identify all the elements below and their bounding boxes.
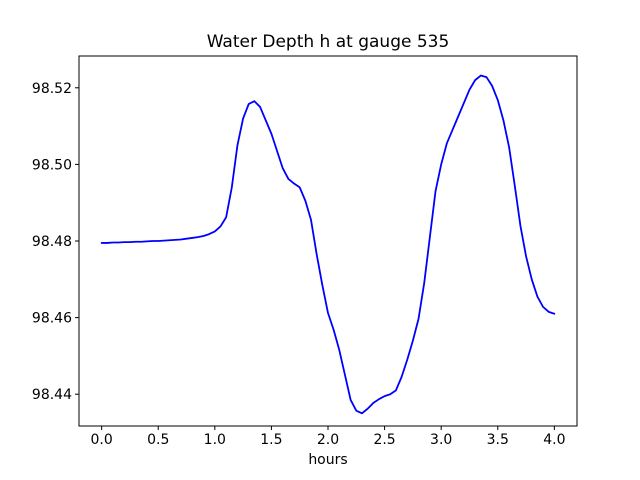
- x-axis-label: hours: [308, 452, 347, 468]
- y-tick-label: 98.44: [32, 387, 72, 403]
- x-tick-label: 0.5: [147, 432, 169, 448]
- series-line-water-depth-h: [100, 74, 556, 415]
- y-tick-label: 98.48: [32, 234, 72, 250]
- x-tick-label: 3.0: [430, 432, 452, 448]
- chart-title: Water Depth h at gauge 535: [207, 32, 450, 52]
- x-tick-label: 2.5: [373, 432, 395, 448]
- x-tick-label: 1.0: [204, 432, 226, 448]
- x-tick-label: 2.0: [317, 432, 339, 448]
- y-axis-ticks: 98.44 98.46 98.48 98.50 98.52: [32, 81, 79, 403]
- x-tick-label: 4.0: [543, 432, 565, 448]
- x-tick-label: 1.5: [260, 432, 282, 448]
- y-tick-label: 98.46: [32, 311, 72, 327]
- data-series: [100, 74, 556, 415]
- y-tick-label: 98.52: [32, 81, 72, 97]
- x-tick-label: 3.5: [487, 432, 509, 448]
- x-axis-ticks: 0.0 0.5 1.0 1.5 2.0 2.5 3.0 3.5 4.0: [91, 426, 565, 448]
- y-tick-label: 98.50: [32, 157, 72, 173]
- x-tick-label: 0.0: [91, 432, 113, 448]
